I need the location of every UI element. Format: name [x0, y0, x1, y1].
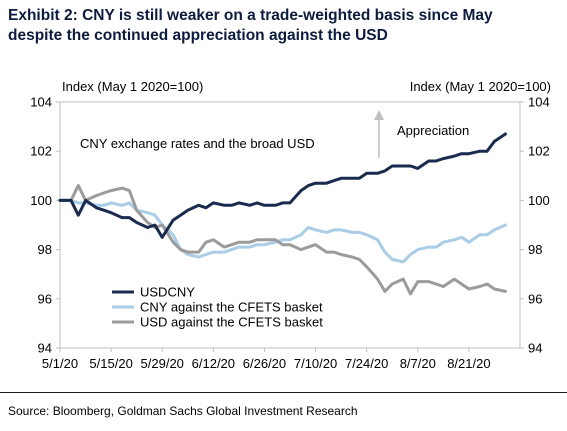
y-right-tick-label: 98 — [528, 242, 542, 257]
x-tick-label: 7/24/20 — [345, 356, 388, 371]
x-tick-label: 6/26/20 — [243, 356, 286, 371]
right-axis-label: Index (May 1 2020=100) — [410, 79, 551, 94]
y-right-tick-label: 104 — [528, 95, 550, 110]
series-layer — [58, 132, 507, 296]
y-tick-label: 100 — [30, 193, 52, 208]
legend-label: USDCNY — [140, 285, 195, 300]
legend-label: CNY against the CFETS basket — [140, 300, 323, 315]
exhibit-title-line-1: Exhibit 2: CNY is still weaker on a trad… — [8, 7, 493, 24]
source-note: Source: Bloomberg, Goldman Sachs Global … — [8, 404, 358, 418]
x-tick-label: 7/10/20 — [294, 356, 337, 371]
x-tick-label: 6/12/20 — [192, 356, 235, 371]
y-right-tick-label: 100 — [528, 193, 550, 208]
inner-chart-title: CNY exchange rates and the broad USD — [80, 136, 315, 151]
divider-rule — [0, 392, 567, 393]
exhibit-title-line-2: despite the continued appreciation again… — [8, 27, 388, 44]
y-right-tick-label: 96 — [528, 291, 542, 306]
x-tick-label: 5/1/20 — [42, 356, 78, 371]
x-tick-label: 8/21/20 — [447, 356, 490, 371]
x-tick-label: 5/15/20 — [89, 356, 132, 371]
x-tick-label: 8/7/20 — [400, 356, 436, 371]
axes-layer: 94 96 98 100 102 104 94 96 98 100 102 104 5/1/20 5/15… — [30, 95, 549, 372]
y-right-tick-label: 94 — [528, 341, 542, 356]
series-line-3 — [58, 184, 507, 296]
left-axis-label: Index (May 1 2020=100) — [62, 79, 203, 94]
y-tick-label: 104 — [30, 95, 52, 110]
legend-label: USD against the CFETS basket — [140, 315, 323, 330]
exhibit-title: Exhibit 2: CNY is still weaker on a trad… — [8, 6, 560, 46]
y-tick-label: 98 — [38, 242, 52, 257]
appreciation-label: Appreciation — [397, 123, 469, 138]
plot-frame — [59, 101, 521, 349]
series-line-2 — [58, 198, 507, 264]
appreciation-arrow — [374, 110, 384, 158]
x-tick-label: 5/29/20 — [141, 356, 184, 371]
series-line-1 — [58, 132, 507, 239]
y-tick-label: 94 — [38, 341, 52, 356]
y-right-tick-label: 102 — [528, 144, 550, 159]
y-tick-label: 102 — [30, 144, 52, 159]
y-tick-label: 96 — [38, 291, 52, 306]
